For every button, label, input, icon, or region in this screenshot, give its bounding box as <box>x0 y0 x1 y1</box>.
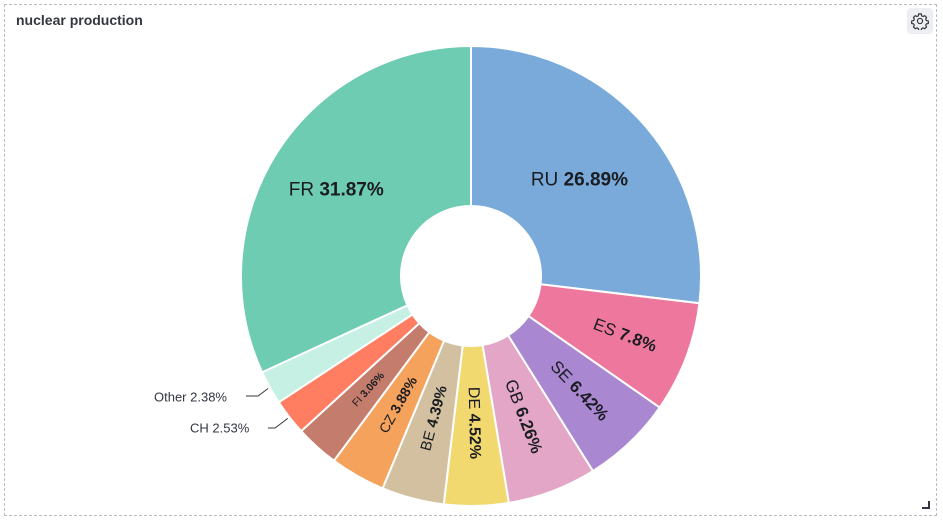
slice-label-ch: CH 2.53% <box>190 421 250 436</box>
gear-icon <box>911 13 929 30</box>
slice-label-other: Other 2.38% <box>154 390 227 405</box>
leader-line-other <box>246 388 269 397</box>
slice-label-ru: RU 26.89% <box>531 169 628 190</box>
leader-line-ch <box>268 417 289 429</box>
pie-slice-fr[interactable] <box>240 44 472 374</box>
slice-label-fr: FR 31.87% <box>289 179 384 200</box>
slice-label-de: DE 4.52% <box>465 387 484 459</box>
panel-title: nuclear production <box>16 12 143 28</box>
resize-handle[interactable] <box>922 501 930 509</box>
panel-settings-button[interactable] <box>907 8 933 34</box>
pie-slice-ru[interactable] <box>470 44 702 305</box>
